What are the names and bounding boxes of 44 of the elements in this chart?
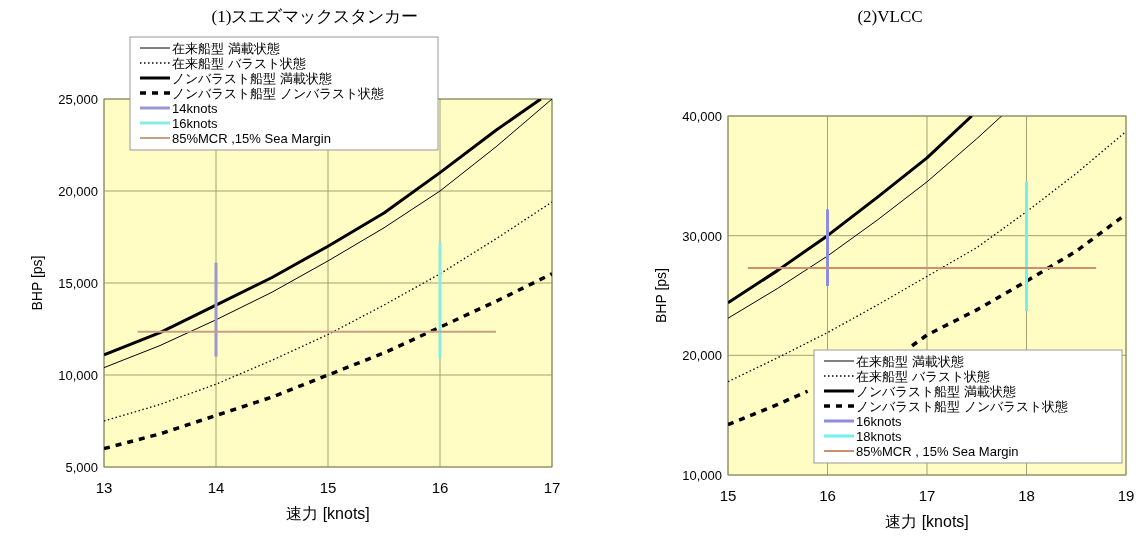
x-tick-label: 17 [543, 479, 561, 496]
x-tick-label: 14 [207, 479, 225, 496]
x-tick-label: 13 [95, 479, 113, 496]
y-tick-label: 5,000 [65, 460, 98, 475]
legend-label: 16knots [856, 414, 903, 429]
line-series [728, 130, 1126, 383]
y-tick-label: 20,000 [58, 184, 98, 199]
y-tick-label: 20,000 [682, 348, 722, 364]
legend-label: 18knots [856, 429, 903, 444]
legend-label: 14knots [172, 101, 219, 116]
y-tick-label: 15,000 [58, 276, 98, 291]
y-tick-label: 10,000 [682, 468, 722, 483]
y-tick-label: 30,000 [682, 228, 722, 244]
chart-title: (1)スエズマックスタンカー [211, 7, 419, 26]
line-series [728, 116, 974, 305]
legend-label: 85%MCR , 15% Sea Margin [856, 444, 1019, 459]
x-tick-label: 18 [1018, 487, 1035, 504]
x-tick-label: 16 [819, 487, 836, 504]
legend-label: 在来船型 満載状態 [856, 354, 964, 369]
y-axis-title: BHP [ps] [653, 268, 669, 323]
legend-label: ノンバラスト船型 満載状態 [172, 71, 332, 86]
x-axis-title: 速力 [knots] [885, 513, 969, 530]
legend-label: 在来船型 バラスト状態 [856, 369, 990, 384]
legend-label: ノンバラスト船型 ノンバラスト状態 [172, 86, 384, 101]
legend-label: ノンバラスト船型 満載状態 [856, 384, 1016, 399]
line-series [104, 272, 552, 451]
legend-label: 在来船型 バラスト状態 [172, 56, 306, 71]
legend-label: 在来船型 満載状態 [172, 41, 280, 56]
x-tick-label: 17 [918, 487, 936, 504]
chart-title: (2)VLCC [857, 7, 923, 26]
legend-label: 16knots [172, 116, 219, 131]
y-tick-label: 10,000 [58, 368, 98, 383]
x-tick-label: 19 [1117, 487, 1135, 504]
y-axis-title: BHP [ps] [29, 255, 45, 311]
line-series [104, 201, 552, 422]
y-tick-label: 40,000 [682, 109, 722, 124]
x-tick-label: 15 [319, 479, 337, 496]
x-tick-label: 15 [719, 487, 737, 504]
x-axis-title: 速力 [knots] [286, 505, 370, 522]
legend-label: ノンバラスト船型 ノンバラスト状態 [856, 399, 1068, 414]
y-tick-label: 25,000 [58, 92, 98, 107]
x-tick-label: 16 [431, 479, 449, 496]
legend-label: 85%MCR ,15% Sea Margin [172, 131, 331, 146]
line-series [728, 116, 1003, 319]
